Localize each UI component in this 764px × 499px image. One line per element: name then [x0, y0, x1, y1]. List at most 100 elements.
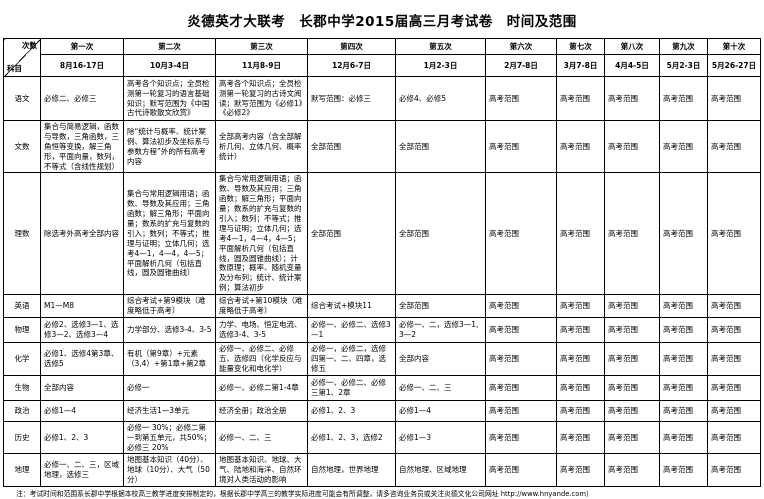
subject-label: 历史 — [3, 420, 41, 455]
scope-cell: 高考范围 — [556, 76, 605, 121]
scope-cell: 高考范围 — [707, 317, 761, 344]
scope-cell: 高考范围 — [707, 399, 761, 422]
exam-round-header: 第六次 — [485, 38, 557, 55]
scope-cell: 高考范围 — [556, 342, 605, 376]
scope-cell: 必修1、2、3，选修2 — [307, 420, 396, 455]
scope-cell: 集合与简易逻辑，函数与导数，三角函数，三角恒等变换，解三角形，平面向量，数列，不… — [40, 119, 124, 174]
scope-cell: 必修一、必修二、必修五、选修四（化学反应与能量变化和电化学） — [215, 342, 308, 376]
exam-round-header: 第五次 — [395, 38, 486, 55]
scope-cell: 高考范围 — [604, 399, 660, 422]
subject-label: 化学 — [3, 342, 41, 376]
scope-cell: 高考范围 — [707, 119, 761, 174]
scope-cell: 全部范围 — [307, 119, 396, 174]
footnote: 注：考试时间和范围系长郡中学根据本校高三教学进度安排制定的，根据长郡中学高三的教… — [16, 490, 593, 499]
table-row: 语文 必修二、必修三 高考各个知识点；全员检测第一轮复习的语言基础知识；默写范围为《… — [3, 76, 761, 121]
scope-cell: 必修1—4 — [40, 399, 124, 422]
scope-cell: 高考范围 — [659, 374, 708, 401]
exam-round-header: 第七次 — [556, 38, 605, 55]
scope-cell: 经济生活1—3单元 — [123, 399, 216, 422]
scope-cell: 必修1、选修4第3章、选修5 — [40, 342, 124, 376]
scope-cell: 高考范围 — [659, 399, 708, 422]
scope-cell: 高考范围 — [659, 420, 708, 455]
scope-cell: 地图基本知识、地球、大气、陆地和海洋、自然环境对人类活动的影响 — [215, 453, 308, 488]
table-row: 英语 M1—M8 综合考试+第9模块（难度略低于高考） 综合考试+第10模块（难度略低… — [3, 294, 761, 319]
corner-cell: 次数 科目 — [3, 38, 41, 77]
scope-cell: 自然地理、区域地理 — [395, 453, 486, 488]
scope-cell: 全部内容 — [40, 374, 124, 401]
scope-cell: 默写范围：必修三 — [307, 76, 396, 121]
exam-date-header: 12月6-7日 — [307, 54, 396, 77]
scope-cell: 综合考试+第9模块（难度略低于高考） — [123, 294, 216, 319]
exam-date-header: 5月26-27日 — [707, 54, 761, 77]
scope-cell: 高考范围 — [604, 453, 660, 488]
exam-schedule-table: 次数 科目 第一次 第二次 第三次 第四次 第五次 第六次 第七次 第八次 第九次 第十次 8月16-1… — [3, 38, 761, 488]
subject-label: 生物 — [3, 374, 41, 401]
scope-cell: 高考范围 — [707, 453, 761, 488]
scope-cell: 力学部分、选修3-4、3-5 — [123, 317, 216, 344]
exam-date-header: 3月7-8日 — [556, 54, 605, 77]
scope-cell: 必修一，必修二，选修四第一、二、四章，选修五 — [307, 342, 396, 376]
exam-round-header: 第一次 — [40, 38, 124, 55]
scope-cell: 高考范围 — [707, 342, 761, 376]
scope-cell: 必修一 30%；必修二第一到第五单元，共50%；必修三 20% — [123, 420, 216, 455]
scope-cell: 高考范围 — [485, 342, 557, 376]
scope-cell: 高考范围 — [556, 399, 605, 422]
subject-label: 英语 — [3, 294, 41, 319]
exam-round-header: 第三次 — [215, 38, 308, 55]
table-row: 生物 全部内容 必修一 必修一、必修二第1-4章 必修一、必修二、必修三第1、2章 必修一… — [3, 374, 761, 401]
scope-cell: 全部范围 — [395, 294, 486, 319]
exam-date-header: 10月3-4日 — [123, 54, 216, 77]
scope-cell: 综合考试+第10模块（难度略低于高考） — [215, 294, 308, 319]
scope-cell: 必修1—4 — [395, 399, 486, 422]
scope-cell: 高考范围 — [659, 453, 708, 488]
exam-date-header: 8月16-17日 — [40, 54, 124, 77]
subject-label: 文数 — [3, 119, 41, 174]
scope-cell: 高考范围 — [707, 294, 761, 319]
scope-cell: 必修4、必修5 — [395, 76, 486, 121]
scope-cell: 高考范围 — [659, 119, 708, 174]
scope-cell: 必修1、2、3 — [307, 399, 396, 422]
table-row: 物理 必修2、选修3—1、选修3—2、选修3—4 力学部分、选修3-4、3-5 力学、… — [3, 317, 761, 344]
scope-cell: 必修1—3 — [395, 420, 486, 455]
table-row: 文数 集合与简易逻辑，函数与导数，三角函数，三角恒等变换，解三角形，平面向量，数列… — [3, 119, 761, 174]
scope-cell: 高考范围 — [556, 374, 605, 401]
scope-cell: 高考范围 — [707, 172, 761, 296]
table-header: 次数 科目 第一次 第二次 第三次 第四次 第五次 第六次 第七次 第八次 第九次 第十次 8月16-1… — [3, 38, 761, 77]
table-row: 化学 必修1、选修4第3章、选修5 有机（第9章）+元素（3,4）+第1章+第2章必… — [3, 342, 761, 376]
scope-cell: 高考范围 — [485, 399, 557, 422]
subject-label: 地理 — [3, 453, 41, 488]
scope-cell: 高考范围 — [604, 294, 660, 319]
scope-cell: 全部内容 — [395, 342, 486, 376]
scope-cell: 高考范围 — [556, 172, 605, 296]
scope-cell: 高考范围 — [604, 119, 660, 174]
table-row: 地理 必修一、二、三，区域地理，选修三 地图基本知识（40分）、地球（10分）、大气… — [3, 453, 761, 488]
scope-cell: 有机（第9章）+元素（3,4）+第1章+第2章 — [123, 342, 216, 376]
exam-date-header: 1月2-3日 — [395, 54, 486, 77]
scope-cell: 高考范围 — [485, 374, 557, 401]
exam-round-header: 第十次 — [707, 38, 761, 55]
scope-cell: 力学、电场、恒定电流、选修3-4、3-5 — [215, 317, 308, 344]
scope-cell: 除“统计与概率、统计案例、算法初步及坐标系与参数方程”外的所有高考内容 — [123, 119, 216, 174]
exam-date-header: 4月4-5日 — [604, 54, 660, 77]
scope-cell: 必修1、2、3 — [40, 420, 124, 455]
scope-cell: 必修一、必修二、选修3—1 — [307, 317, 396, 344]
scope-cell: 高考范围 — [556, 317, 605, 344]
scope-cell: 高考范围 — [485, 317, 557, 344]
scope-cell: 全部高考内容（含全部解析几何、立体几何、概率统计） — [215, 119, 308, 174]
scope-cell: 必修一、必修二、必修三第1、2章 — [307, 374, 396, 401]
scope-cell: 高考范围 — [604, 342, 660, 376]
scope-cell: 必修一、必修二第1-4章 — [215, 374, 308, 401]
table-row: 历史 必修1、2、3 必修一 30%；必修二第一到第五单元，共50%；必修三 20%… — [3, 420, 761, 455]
scope-cell: 必修2、选修3—1、选修3—2、选修3—4 — [40, 317, 124, 344]
page-title: 炎德英才大联考 长郡中学2015届高三月考试卷 时间及范围 — [187, 14, 577, 30]
scope-cell: 必修一、二、三 — [215, 420, 308, 455]
scope-cell: 高考范围 — [659, 342, 708, 376]
scope-cell: 经济全册；政治全册 — [215, 399, 308, 422]
scope-cell: 高考范围 — [604, 172, 660, 296]
scope-cell: 高考范围 — [485, 76, 557, 121]
scope-cell: 高考范围 — [485, 294, 557, 319]
scope-cell: M1—M8 — [40, 294, 124, 319]
scope-cell: 高考范围 — [556, 294, 605, 319]
exam-round-header: 第八次 — [604, 38, 660, 55]
scope-cell: 高考范围 — [659, 76, 708, 121]
